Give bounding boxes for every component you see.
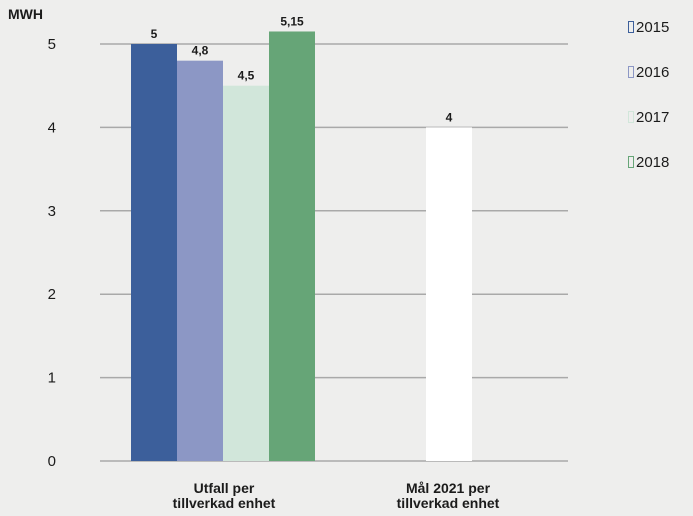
legend-swatch xyxy=(628,156,634,168)
y-tick-label: 1 xyxy=(48,370,56,387)
category-label: tillverkad enhet xyxy=(173,495,276,511)
data-label-2015: 5 xyxy=(151,27,158,41)
bar-2018 xyxy=(269,31,315,462)
bars xyxy=(131,31,472,462)
legend-swatch xyxy=(628,21,634,33)
legend-label: 2015 xyxy=(636,18,670,36)
legend-item: 2018 xyxy=(628,147,669,177)
y-tick-label: 5 xyxy=(48,36,56,53)
data-label-2016: 4,8 xyxy=(192,44,209,58)
y-tick-label: 0 xyxy=(48,453,56,470)
y-tick-label: 2 xyxy=(48,286,56,303)
y-axis-ticks: 0 1 2 3 4 5 xyxy=(48,36,56,470)
legend-label: 2018 xyxy=(636,153,670,171)
legend-item: 2017 xyxy=(628,102,669,132)
legend-swatch xyxy=(628,66,634,78)
bar-target-2021 xyxy=(426,127,472,462)
legend-swatch xyxy=(628,111,634,123)
data-label-2018: 5,15 xyxy=(280,14,304,28)
y-axis-unit-label: MWH xyxy=(8,6,43,22)
y-tick-label: 4 xyxy=(48,119,56,136)
bar-2016 xyxy=(177,60,223,462)
bar-2015 xyxy=(131,44,177,461)
category-label: Mål 2021 per xyxy=(406,480,491,496)
y-tick-label: 3 xyxy=(48,203,56,220)
legend: 2015 2016 2017 2018 xyxy=(628,12,669,192)
category-label: tillverkad enhet xyxy=(397,495,500,511)
bar-2017 xyxy=(223,85,269,461)
legend-item: 2015 xyxy=(628,12,669,42)
legend-label: 2017 xyxy=(636,108,670,126)
legend-item: 2016 xyxy=(628,57,669,87)
category-label: Utfall per xyxy=(194,480,255,496)
data-label-target: 4 xyxy=(446,110,453,124)
data-labels: 5 4,8 4,5 5,15 4 xyxy=(151,14,453,124)
data-label-2017: 4,5 xyxy=(238,69,255,83)
legend-label: 2016 xyxy=(636,63,670,81)
